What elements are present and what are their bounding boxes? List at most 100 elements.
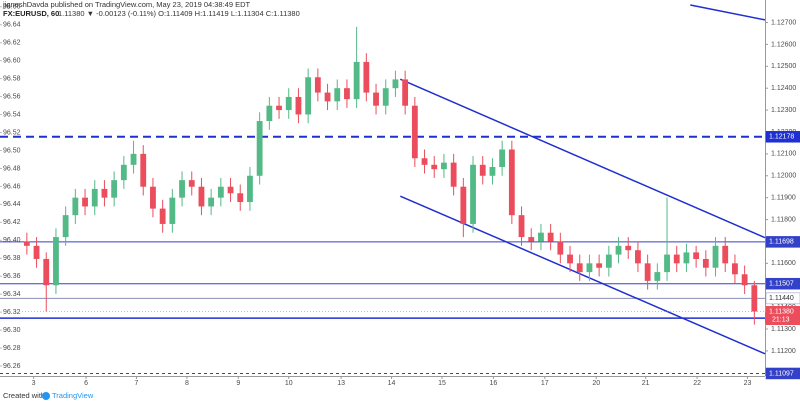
y-tick-label: 1.12000: [771, 173, 796, 180]
candle-body: [266, 105, 273, 122]
candle-body: [33, 245, 40, 259]
level-label-box: [765, 131, 800, 143]
candle-body: [91, 188, 98, 207]
candle-body: [596, 263, 603, 268]
candle-body: [120, 164, 127, 181]
y2-tick-label: 96.32: [3, 309, 21, 316]
candle-body: [421, 158, 428, 165]
logo: [42, 392, 50, 400]
candle-body: [208, 197, 215, 207]
x-tick-label: 8: [185, 380, 189, 387]
y-tick-label: 1.11300: [771, 326, 796, 333]
candle-body: [567, 254, 573, 264]
candle-body: [557, 241, 564, 255]
candle-body: [441, 162, 447, 170]
y-tick-label: 1.12500: [771, 63, 796, 70]
level-label: 1.12178: [769, 134, 794, 141]
candle-body: [373, 92, 379, 106]
candle-body: [693, 252, 700, 259]
candle-body: [402, 79, 409, 106]
level-label-box: [765, 292, 800, 305]
candle-body: [169, 197, 176, 224]
y2-tick-label: 96.40: [3, 237, 21, 244]
y2-tick-label: 96.48: [3, 165, 21, 172]
candle-body: [72, 197, 79, 216]
candle-body: [751, 285, 758, 312]
current-price-label: 1.11380: [769, 308, 794, 315]
x-tick-label: 13: [337, 380, 345, 387]
candle-body: [741, 274, 748, 286]
candle-body: [285, 96, 292, 111]
candle-body: [518, 215, 525, 238]
y-tick-label: 1.12400: [771, 85, 796, 92]
level-label-box: [765, 367, 800, 380]
y2-tick-label: 96.64: [3, 22, 21, 29]
candle-body: [353, 61, 360, 100]
candle-body: [450, 162, 457, 187]
candle-body: [314, 77, 321, 93]
x-tick-label: 22: [693, 380, 701, 387]
candle-body: [499, 149, 506, 168]
candle-body: [324, 92, 331, 102]
candle-body: [431, 164, 438, 170]
y-tick-label: 1.12100: [771, 151, 796, 158]
candle-body: [305, 77, 312, 115]
candle-body: [479, 164, 486, 176]
y-tick-label: 1.11200: [771, 348, 796, 355]
candle-body: [179, 180, 185, 198]
candle-body: [528, 237, 535, 242]
candle-body: [150, 186, 156, 209]
candle-body: [673, 254, 680, 264]
candle-body: [256, 121, 263, 176]
candle-body: [712, 245, 719, 268]
candle-body: [276, 105, 282, 111]
y-tick-label: 1.12300: [771, 107, 796, 114]
candle-body: [702, 258, 709, 268]
y2-tick-label: 96.62: [3, 40, 21, 47]
candle-body: [82, 197, 88, 207]
level-label: 1.11698: [769, 239, 794, 246]
candle-body: [247, 175, 253, 203]
level-label: 1.11440: [769, 295, 794, 302]
candle-body: [576, 263, 583, 273]
candle-body: [227, 186, 234, 194]
candle-body: [43, 258, 50, 286]
publisher: jigneshDavda published on TradingView.co…: [2, 0, 251, 9]
candle-body: [411, 105, 418, 159]
level-label-box: [765, 236, 800, 248]
candle-body: [334, 88, 341, 102]
y2-tick-label: 96.36: [3, 273, 21, 280]
candle-body: [615, 245, 622, 255]
candle-body: [625, 245, 632, 251]
y-tick-label: 1.11800: [771, 216, 796, 223]
x-tick-label: 7: [135, 380, 139, 387]
candle-body: [547, 232, 554, 242]
quote: 1.11380 ▼ -0.00123 (-0.11%) O:1.11409 H:…: [58, 9, 300, 18]
candle-body: [586, 263, 593, 273]
candle-body: [722, 245, 729, 264]
y2-tick-label: 96.46: [3, 183, 21, 190]
footer-brand: TradingView: [52, 391, 94, 400]
candle-body: [538, 232, 544, 242]
candle-body: [159, 208, 166, 224]
y2-tick-label: 96.26: [3, 363, 21, 370]
y2-tick-label: 96.30: [3, 327, 21, 334]
x-tick-label: 3: [32, 380, 36, 387]
x-tick-label: 15: [438, 380, 446, 387]
level-label: 1.11097: [769, 370, 794, 377]
y2-tick-label: 96.54: [3, 111, 21, 118]
candle-body: [198, 186, 205, 207]
y-tick-label: 1.11600: [771, 260, 796, 267]
y2-tick-label: 96.66: [3, 4, 21, 11]
level-label-box: [765, 277, 800, 290]
symbol: FX:EURUSD, 60: [3, 9, 59, 18]
candle-body: [732, 263, 738, 275]
plot: 1.111001.112001.113001.114001.115001.116…: [0, 4, 800, 387]
candle-body: [392, 79, 399, 89]
candle-body: [489, 167, 496, 176]
candle-body: [654, 272, 661, 281]
candle-body: [508, 149, 515, 216]
candle-body: [605, 254, 612, 268]
y-tick-label: 1.12600: [771, 41, 796, 48]
candle-body: [130, 153, 137, 165]
